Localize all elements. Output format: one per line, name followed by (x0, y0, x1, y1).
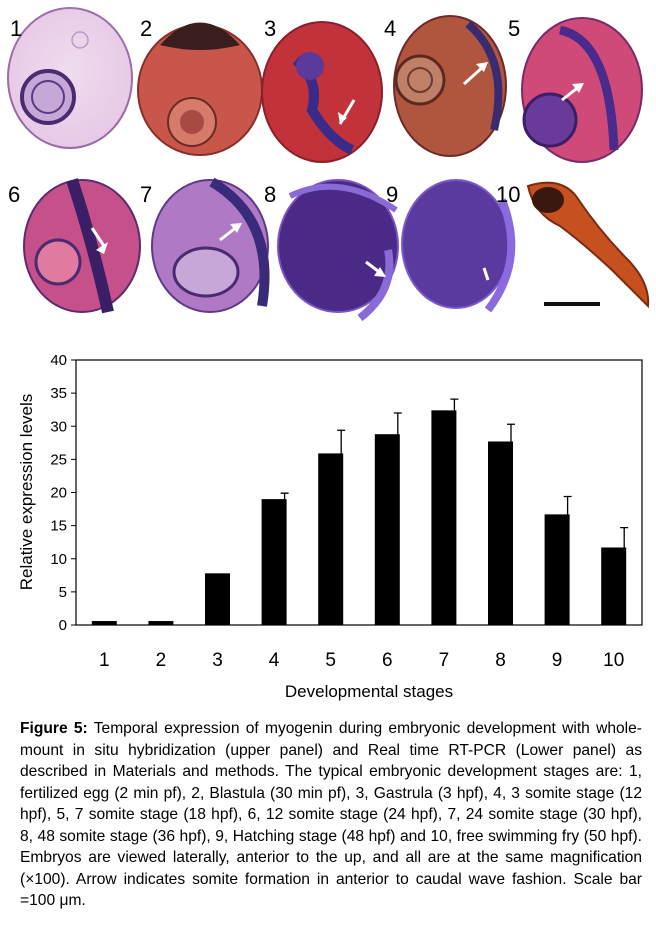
embryo-body-9 (401, 179, 511, 309)
x-tick-label: 5 (325, 650, 336, 671)
bar-stage-9 (544, 514, 570, 625)
embryo-image-2 (137, 22, 263, 156)
bar-stage-10 (601, 547, 627, 625)
embryo-image-5 (521, 17, 643, 163)
panel-number-1: 1 (10, 16, 22, 41)
y-tick-label: 20 (50, 485, 67, 502)
error-bar-stage-10 (620, 526, 629, 548)
y-tick-label: 5 (59, 584, 67, 601)
embryo-image-4 (393, 15, 507, 157)
x-tick-label: 3 (212, 650, 223, 671)
bar-stage-7 (431, 410, 457, 625)
embryo-image-8 (277, 179, 399, 322)
y-tick-label: 40 (50, 352, 67, 369)
embryo-image-9 (401, 179, 516, 313)
y-tick-label: 15 (50, 518, 67, 535)
y-tick-label: 35 (50, 385, 67, 402)
x-axis-title: Developmental stages (285, 682, 453, 701)
error-bar-stage-4 (280, 492, 289, 500)
y-axis-ticks: 0 5 10 15 20 25 30 35 40 (50, 352, 76, 634)
caption-label: Figure 5: (20, 720, 88, 737)
bar-stage-4 (261, 499, 287, 625)
x-tick-label: 1 (99, 650, 110, 671)
y-tick-label: 0 (59, 617, 67, 634)
x-tick-label: 10 (603, 650, 624, 671)
panel-number-5: 5 (508, 16, 520, 41)
x-tick-label: 4 (269, 650, 280, 671)
panel-number-4: 4 (384, 16, 396, 41)
embryo-body-4 (393, 15, 507, 157)
x-tick-label: 9 (552, 650, 563, 671)
embryo-image-1 (7, 7, 133, 149)
y-tick-label: 30 (50, 418, 67, 435)
embryo-image-3 (261, 21, 383, 163)
embryo-image-10 (526, 181, 650, 309)
embryo-body-8 (277, 179, 399, 313)
plot-frame (75, 359, 643, 626)
panel-number-10: 10 (496, 182, 520, 207)
error-bar-stage-5 (337, 429, 346, 454)
embryo-photo-panel: 1 2 3 4 5 6 (7, 7, 650, 322)
bar-stage-8 (488, 441, 513, 625)
y-axis-title: Relative expression levels (17, 394, 36, 591)
x-axis-ticks: 1 2 3 4 5 6 7 8 9 10 (99, 650, 624, 671)
figure-caption: Figure 5: Temporal expression of myogeni… (20, 718, 642, 912)
bar-stage-3 (205, 573, 230, 625)
panel-number-2: 2 (140, 16, 152, 41)
y-tick-label: 25 (50, 451, 67, 468)
x-tick-label: 2 (156, 650, 167, 671)
bar-stage-2 (148, 621, 174, 625)
y-tick-label: 10 (50, 551, 67, 568)
x-tick-label: 8 (495, 650, 506, 671)
embryo-image-6 (23, 178, 141, 314)
arrow-9 (482, 267, 490, 281)
arrow-6 (90, 227, 106, 247)
embryo-body-3 (261, 21, 383, 163)
error-bar-stage-8 (507, 423, 515, 442)
panel-number-7: 7 (140, 182, 152, 207)
arrow-4 (462, 64, 486, 86)
embryo-image-7 (151, 177, 270, 313)
bar-stage-5 (318, 453, 344, 625)
bar-stage-1 (91, 621, 117, 625)
x-tick-label: 7 (439, 650, 450, 671)
embryo-body-10 (526, 181, 650, 309)
panel-number-3: 3 (264, 16, 276, 41)
x-tick-label: 6 (382, 650, 393, 671)
panel-number-9: 9 (386, 182, 398, 207)
caption-text: Temporal expression of myogenin during e… (20, 720, 643, 909)
expression-bar-chart: 0 5 10 15 20 25 30 35 40 1 2 3 4 5 6 7 8 9 10 Relative ex… (17, 352, 643, 701)
error-bar-stage-9 (563, 495, 572, 515)
error-bar-stage-7 (450, 398, 459, 411)
bar-stage-6 (374, 434, 400, 625)
bar-series (91, 398, 629, 625)
error-bar-stage-6 (393, 412, 402, 435)
panel-number-8: 8 (264, 182, 276, 207)
panel-number-6: 6 (8, 182, 20, 207)
